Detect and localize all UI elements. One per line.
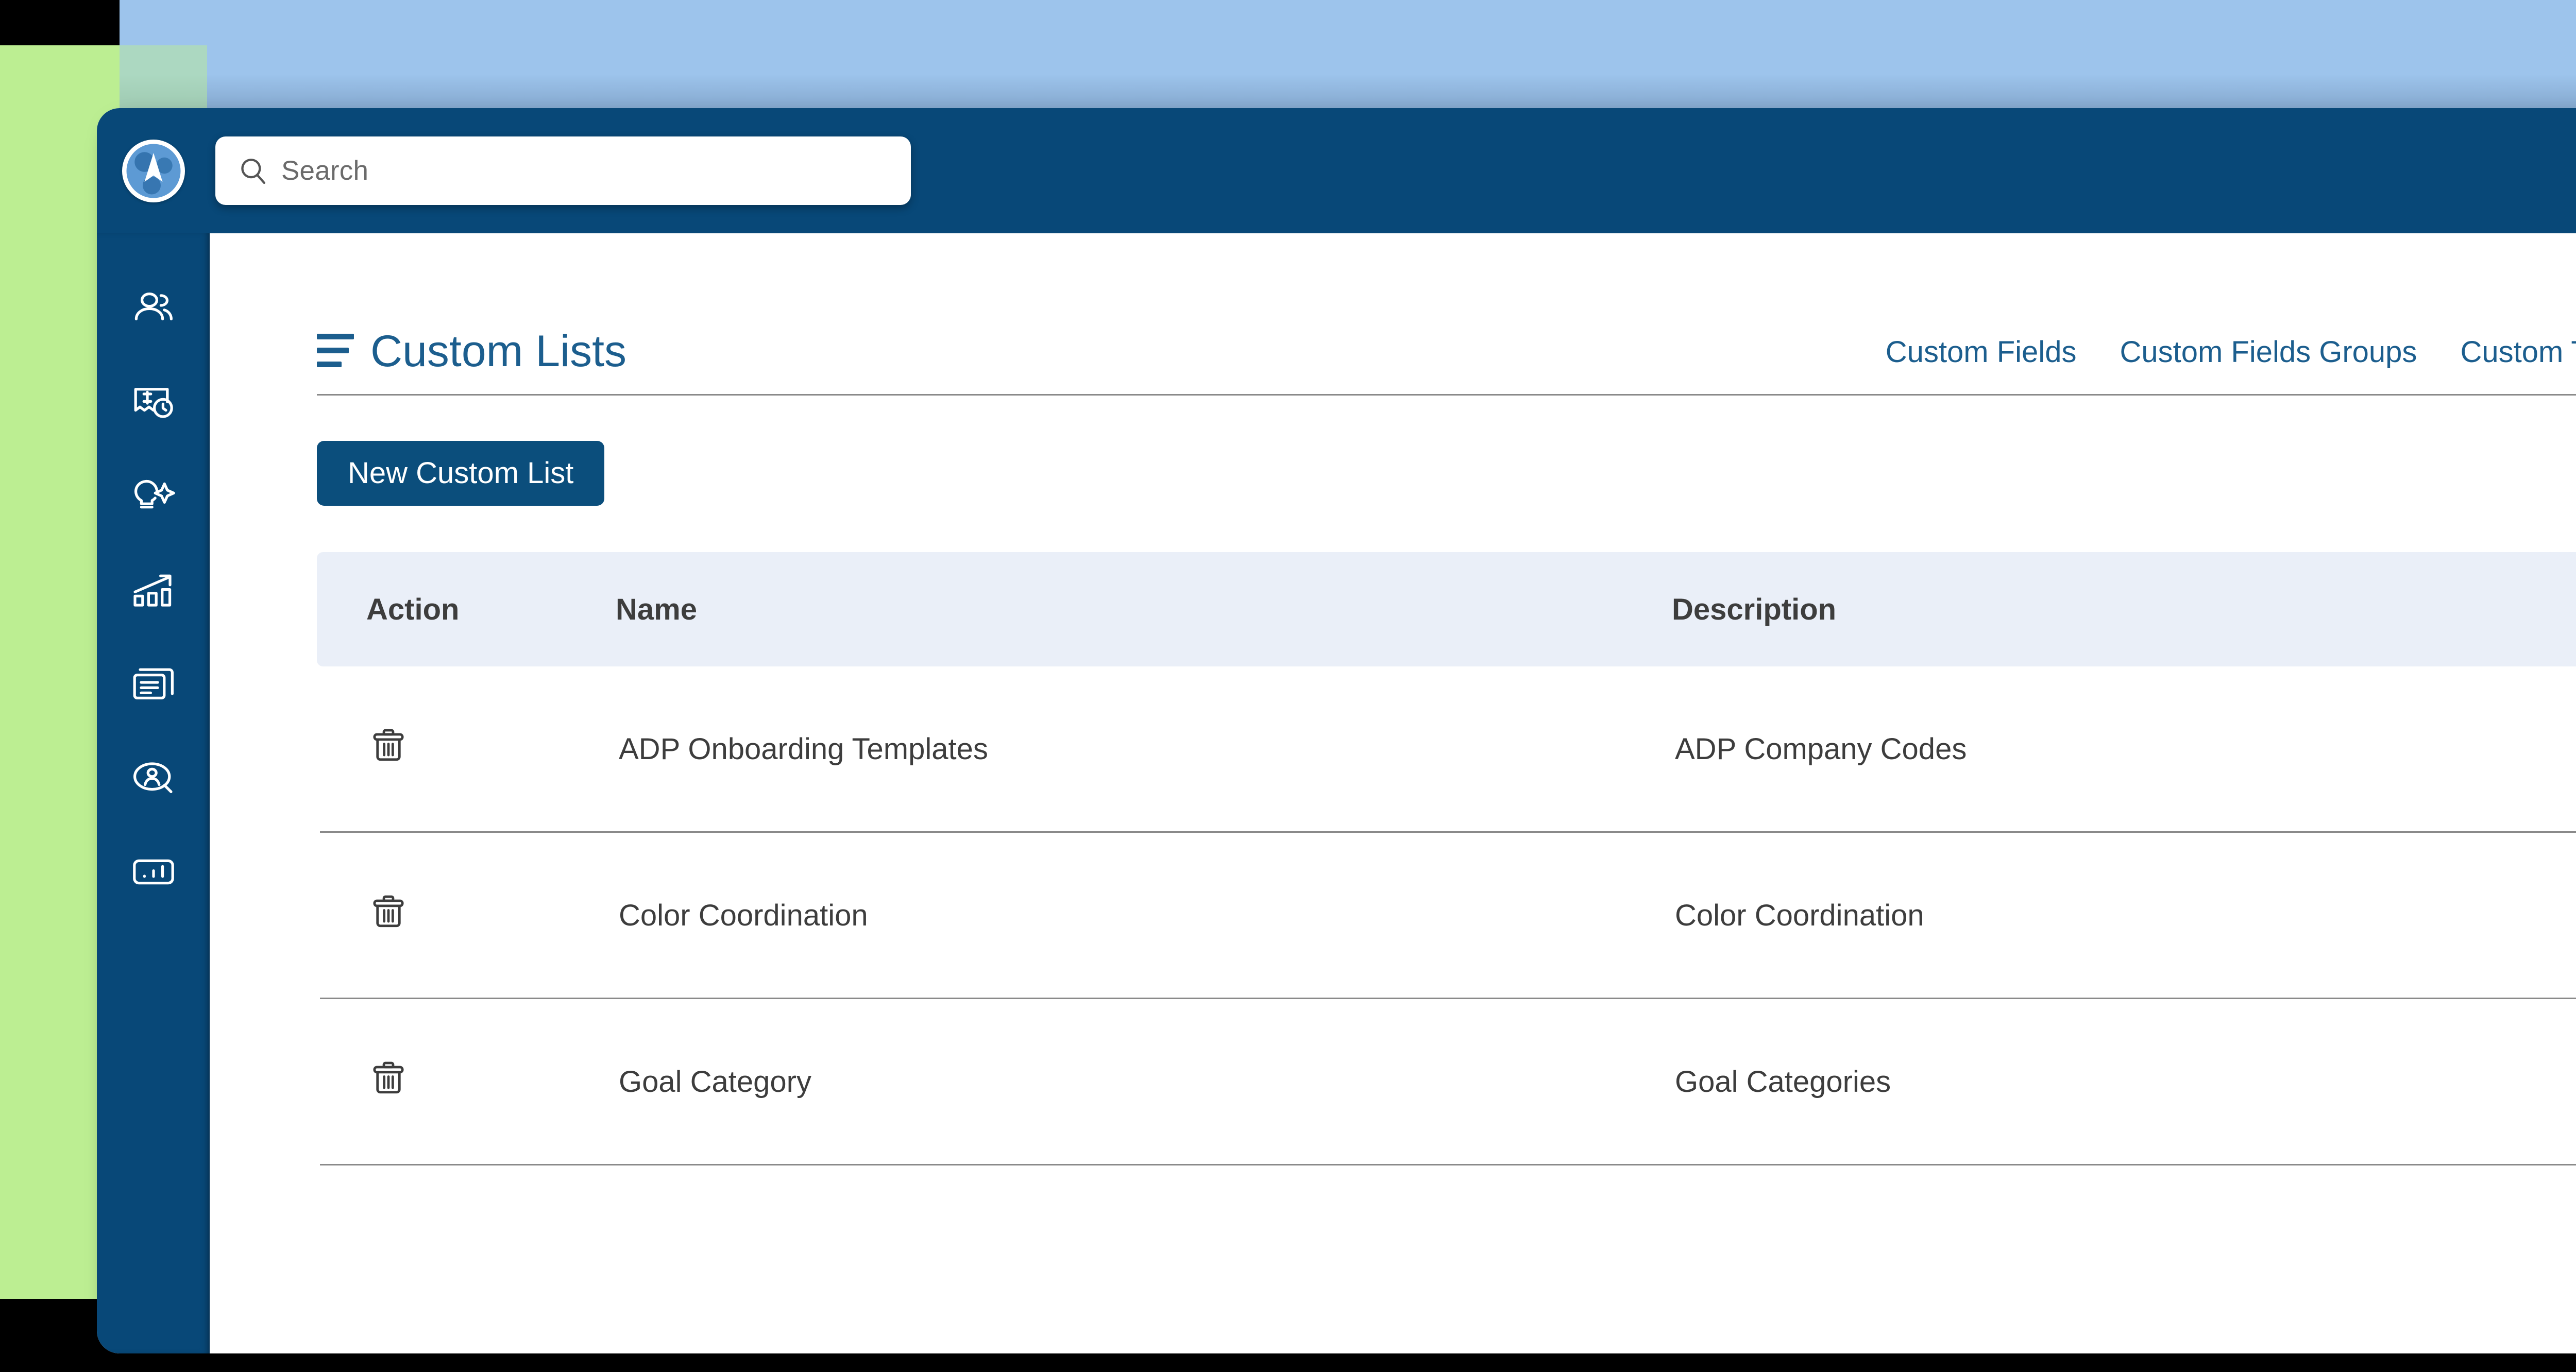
column-header-action: Action xyxy=(366,592,460,626)
trash-icon[interactable] xyxy=(369,1059,408,1097)
document-card-icon xyxy=(129,660,178,709)
table-header-row: Action Name Description xyxy=(317,552,2576,666)
sidebar-item-documents[interactable] xyxy=(117,657,190,712)
app-window: Search xyxy=(97,108,2576,1353)
row-name-cell: ADP Onboarding Templates xyxy=(619,732,988,766)
page-nav: Custom Fields Custom Fields Groups Custo… xyxy=(1886,335,2576,373)
background-blue-rect xyxy=(120,0,2576,119)
growth-chart-icon xyxy=(129,566,178,615)
ai-sparkle-icon xyxy=(129,472,178,522)
nav-link-custom-tables[interactable]: Custom Tables xyxy=(2460,335,2576,369)
trash-icon[interactable] xyxy=(369,893,408,931)
left-sidebar xyxy=(97,233,210,1353)
new-custom-list-button[interactable]: New Custom List xyxy=(317,441,605,506)
table-row: Goal Category Goal Categories xyxy=(320,999,2576,1165)
page-title-group: Custom Lists xyxy=(317,329,626,373)
search-input[interactable]: Search xyxy=(215,136,911,205)
custom-lists-table: Action Name Description xyxy=(317,552,2576,1165)
dayforce-logo-icon[interactable] xyxy=(122,139,185,202)
row-description-cell: ADP Company Codes xyxy=(1675,732,1967,766)
row-name-cell: Color Coordination xyxy=(619,898,868,932)
main-content: Custom Lists Custom Fields Custom Fields… xyxy=(210,233,2576,1353)
window-body: Custom Lists Custom Fields Custom Fields… xyxy=(97,233,2576,1353)
sidebar-item-growth[interactable] xyxy=(117,563,190,619)
table-row: Color Coordination Color Coordination xyxy=(320,833,2576,999)
row-action-cell xyxy=(320,1059,619,1104)
row-action-cell xyxy=(320,726,619,771)
page-header: Custom Lists Custom Fields Custom Fields… xyxy=(317,329,2576,396)
sidebar-item-ai[interactable] xyxy=(117,469,190,525)
hamburger-menu-icon[interactable] xyxy=(317,333,354,369)
sidebar-item-payroll[interactable] xyxy=(117,375,190,431)
column-header-name: Name xyxy=(616,592,697,626)
nav-link-custom-fields-groups[interactable]: Custom Fields Groups xyxy=(2120,335,2417,369)
row-name-cell: Goal Category xyxy=(619,1065,811,1099)
nav-link-custom-fields[interactable]: Custom Fields xyxy=(1885,335,2077,369)
person-search-icon xyxy=(129,753,178,803)
bar-chart-icon xyxy=(129,847,178,897)
top-navigation-bar: Search xyxy=(97,108,2576,233)
sidebar-item-analytics[interactable] xyxy=(117,844,190,900)
gear-icon[interactable] xyxy=(2571,146,2576,196)
search-placeholder: Search xyxy=(281,156,369,186)
sidebar-item-people[interactable] xyxy=(117,282,190,337)
trash-icon[interactable] xyxy=(369,726,408,764)
sidebar-item-recruit[interactable] xyxy=(117,750,190,806)
row-description-cell: Goal Categories xyxy=(1675,1065,1891,1099)
table-row: ADP Onboarding Templates ADP Company Cod… xyxy=(320,666,2576,833)
column-header-description: Description xyxy=(1672,592,1837,626)
row-description-cell: Color Coordination xyxy=(1675,898,1924,932)
page-title: Custom Lists xyxy=(370,327,627,376)
row-action-cell xyxy=(320,893,619,938)
people-group-icon xyxy=(129,285,178,334)
search-icon xyxy=(238,156,268,186)
payroll-clock-icon xyxy=(129,379,178,428)
